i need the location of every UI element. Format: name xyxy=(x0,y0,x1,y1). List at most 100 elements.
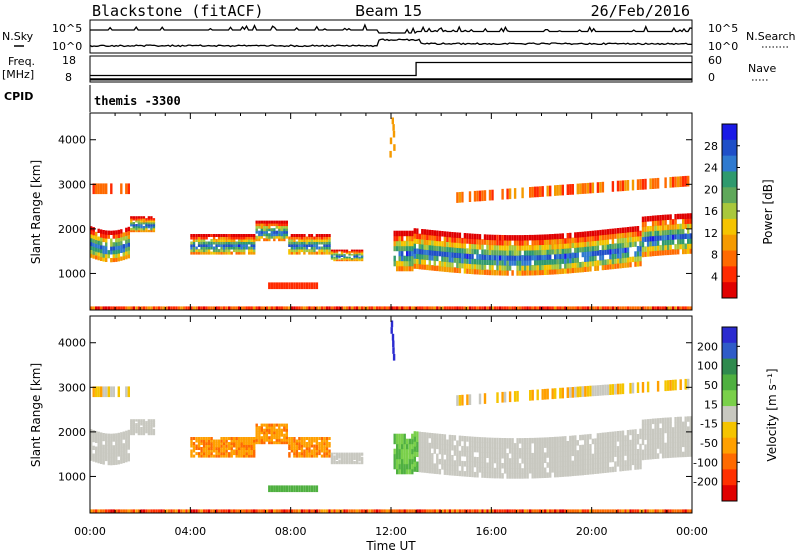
band-cell xyxy=(448,439,452,446)
band-cell xyxy=(265,431,268,435)
band-cell xyxy=(308,249,311,253)
band-cell xyxy=(255,423,258,427)
band-cell xyxy=(140,220,143,223)
scatter-cell xyxy=(90,306,93,310)
band-cell xyxy=(591,235,595,242)
band-cell xyxy=(207,449,211,453)
band-cell xyxy=(137,220,141,223)
band-cell xyxy=(496,239,499,246)
band-cell xyxy=(441,241,444,247)
band-cell xyxy=(135,430,138,434)
band-cell xyxy=(521,260,524,266)
band-cell xyxy=(215,246,218,250)
band-cell xyxy=(483,254,487,260)
band-cell xyxy=(205,447,208,450)
scatter-cell xyxy=(283,306,286,310)
band-cell xyxy=(669,249,672,255)
band-cell xyxy=(398,265,401,272)
scatter-cell xyxy=(278,509,281,513)
band-cell xyxy=(122,447,125,452)
band-cell xyxy=(561,268,564,274)
scatter-cell xyxy=(406,306,409,310)
band-cell xyxy=(661,427,665,434)
band-cell xyxy=(589,444,592,450)
band-cell xyxy=(117,444,120,449)
band-cell xyxy=(599,463,602,469)
band-cell xyxy=(200,236,203,240)
band-cell xyxy=(268,426,271,430)
scatter-cell xyxy=(471,509,474,513)
band-cell xyxy=(641,216,645,223)
upper-cell xyxy=(501,188,504,200)
band-cell xyxy=(531,254,534,261)
band-cell xyxy=(305,447,309,450)
band-cell xyxy=(536,457,539,464)
band-cell xyxy=(313,447,316,450)
band-cell xyxy=(318,241,321,245)
scatter-cell xyxy=(358,306,361,310)
band-cell xyxy=(523,245,527,251)
band-cell xyxy=(649,433,652,440)
scatter-cell xyxy=(345,306,349,310)
scatter-cell xyxy=(549,306,552,310)
band-cell xyxy=(669,239,672,245)
band-cell xyxy=(601,452,605,459)
band-cell xyxy=(566,253,569,259)
scatter-cell xyxy=(313,509,316,513)
noise-right-tick-bottom: 10^0 xyxy=(708,40,738,53)
band-cell xyxy=(230,251,233,255)
band-cell xyxy=(654,438,657,444)
band-cell xyxy=(421,462,424,468)
band-cell xyxy=(529,245,532,251)
band-cell xyxy=(513,458,517,464)
scatter-cell xyxy=(125,509,128,513)
band-cell xyxy=(217,442,221,445)
band-cell xyxy=(283,441,286,445)
band-cell xyxy=(677,451,680,458)
band-cell xyxy=(215,444,218,448)
band-cell xyxy=(604,259,607,265)
band-cell xyxy=(295,249,299,253)
band-cell xyxy=(554,243,557,250)
band-cell xyxy=(147,432,151,436)
band-cell xyxy=(656,230,660,236)
band-cell xyxy=(456,267,459,273)
band-cell xyxy=(406,260,409,267)
band-cell xyxy=(117,460,120,465)
band-cell xyxy=(684,446,687,452)
band-cell xyxy=(147,427,151,430)
band-cell xyxy=(345,249,349,252)
band-cell xyxy=(202,437,206,440)
band-cell xyxy=(506,245,509,251)
band-cell xyxy=(539,472,542,479)
band-cell xyxy=(586,246,590,252)
band-cell xyxy=(320,239,324,242)
band-cell xyxy=(584,459,587,465)
band-cell xyxy=(616,253,620,259)
band-cell xyxy=(403,443,406,450)
band-cell xyxy=(584,454,587,460)
time-tick-label: 00:00 xyxy=(676,525,708,538)
scatter-cell xyxy=(391,306,394,310)
band-cell xyxy=(100,237,103,242)
band-cell xyxy=(669,219,672,225)
scatter-cell xyxy=(157,509,161,513)
scatter-cell xyxy=(478,509,482,513)
band-cell xyxy=(117,253,120,258)
scatter-cell xyxy=(626,306,630,310)
band-cell xyxy=(641,429,645,436)
band-cell xyxy=(127,453,130,458)
band-cell xyxy=(556,248,559,255)
band-cell xyxy=(541,259,544,266)
upper-cell xyxy=(521,187,524,199)
band-cell xyxy=(664,427,667,434)
band-cell xyxy=(609,431,612,438)
scatter-cell xyxy=(581,509,584,513)
band-cell xyxy=(280,220,283,224)
band-cell xyxy=(508,250,512,256)
band-cell xyxy=(255,433,258,437)
band-cell xyxy=(473,258,477,265)
band-cell xyxy=(408,245,411,252)
band-cell xyxy=(263,225,266,229)
band-cell xyxy=(265,223,268,227)
